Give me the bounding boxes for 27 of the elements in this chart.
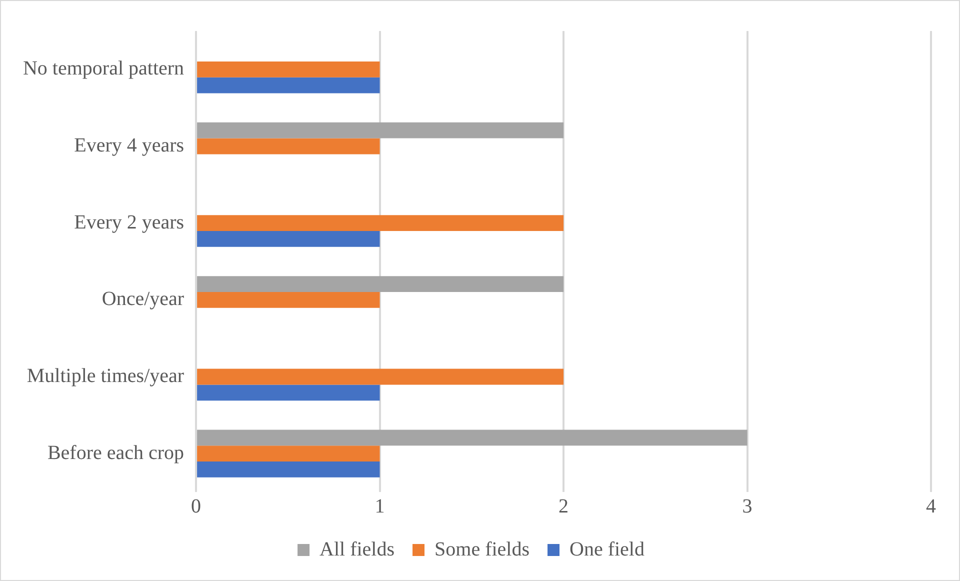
- legend-label: Some fields: [434, 538, 530, 560]
- y-tick-label: Every 4 years: [74, 134, 184, 156]
- bar: [197, 77, 380, 94]
- bar: [197, 368, 564, 385]
- bar: [197, 122, 564, 138]
- x-tick-label: 3: [742, 495, 752, 518]
- bar: [197, 462, 380, 478]
- bar: [197, 384, 380, 401]
- bar: [197, 138, 380, 154]
- bar: [197, 231, 380, 247]
- bar: [197, 276, 564, 292]
- bar: [197, 446, 380, 462]
- x-tick-label: 0: [191, 495, 202, 518]
- x-tick-label: 1: [374, 495, 385, 518]
- bar: [197, 430, 748, 446]
- y-tick-label: Once/year: [102, 288, 184, 310]
- bar: [197, 61, 380, 78]
- y-tick-label: No temporal pattern: [22, 58, 184, 80]
- bar: [197, 215, 564, 232]
- x-tick-label: 2: [558, 495, 569, 518]
- x-tick-label: 4: [926, 495, 936, 518]
- legend-label: One field: [570, 538, 644, 560]
- bar: [197, 292, 380, 308]
- y-tick-label: Every 2 years: [74, 211, 184, 234]
- legend-label: All fields: [320, 538, 395, 560]
- y-tick-label: Multiple times/year: [26, 365, 184, 387]
- y-tick-label: Before each crop: [47, 442, 184, 464]
